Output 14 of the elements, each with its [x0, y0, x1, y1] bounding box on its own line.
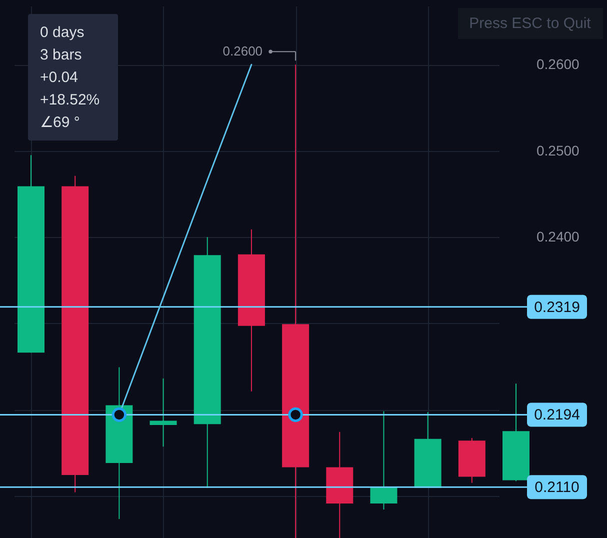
ref-line-label: 0.2319 [534, 298, 580, 316]
ref-line-label: 0.2110 [534, 479, 580, 496]
annotation: 0.2600 [222, 44, 263, 59]
annotation: +18.52% [40, 92, 100, 108]
y-tick-label: 0.2500 [536, 142, 580, 158]
annotation: ∠69 ° [40, 114, 80, 131]
annotation: Press ESC to Quit [469, 15, 592, 32]
y-tick-label: 0.2400 [536, 228, 580, 245]
candlestick [150, 378, 177, 448]
annotation: +0.04 [40, 69, 78, 86]
annotation: 0 days [40, 24, 84, 41]
ref-line-label: 0.2194 [534, 406, 580, 424]
annotation: 3 bars [40, 46, 82, 64]
y-tick-label: 0.2600 [536, 56, 580, 72]
